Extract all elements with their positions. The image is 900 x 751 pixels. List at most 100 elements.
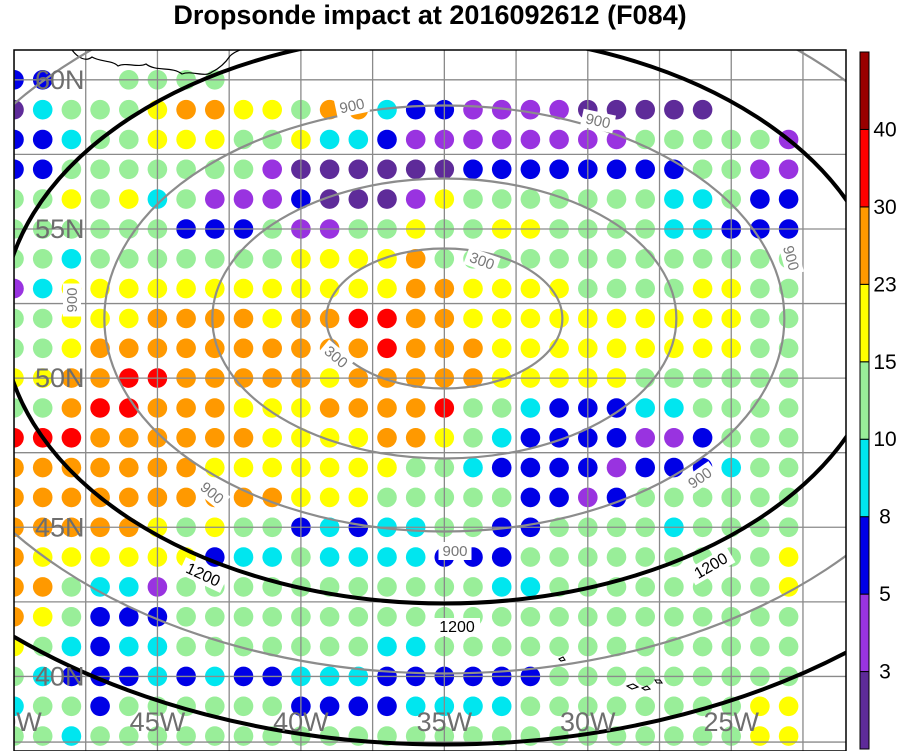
impact-dot	[635, 547, 655, 567]
impact-dot	[635, 457, 655, 478]
coastline-layer	[71, 50, 664, 691]
impact-dot	[520, 636, 541, 657]
impact-dot	[692, 99, 713, 120]
impact-dot	[635, 278, 655, 299]
impact-dot	[348, 159, 369, 180]
impact-dot	[32, 398, 53, 418]
impact-dot	[750, 248, 770, 269]
impact-dot	[463, 726, 483, 746]
colorbar-label: 8	[879, 506, 891, 529]
latitude-label: 45N	[35, 512, 85, 542]
svg-text:900: 900	[338, 96, 366, 118]
contour-label: 900	[333, 93, 371, 119]
impact-dot	[635, 248, 655, 269]
impact-dot	[750, 308, 770, 329]
impact-dot	[233, 726, 254, 746]
impact-dot	[319, 696, 340, 717]
impact-dot	[14, 547, 24, 567]
impact-dot	[778, 457, 799, 478]
impact-dot	[233, 248, 254, 269]
impact-dot	[14, 129, 24, 150]
impact-dot	[463, 398, 483, 418]
impact-dot	[606, 308, 627, 329]
impact-dot	[463, 636, 483, 657]
impact-dot	[319, 308, 340, 329]
impact-dot	[778, 577, 799, 597]
impact-dot	[750, 338, 770, 359]
impact-dot	[606, 428, 627, 448]
contour-label: 900	[193, 475, 231, 511]
svg-text:900: 900	[779, 244, 802, 273]
impact-dot	[520, 248, 541, 269]
colorbar-label: 5	[879, 583, 891, 606]
longitude-label: 30W	[560, 707, 616, 737]
contour-ring	[211, 177, 678, 460]
impact-dot	[606, 547, 627, 567]
contour-label: 900	[778, 239, 804, 277]
impact-dot	[606, 696, 627, 717]
impact-dot	[692, 487, 713, 508]
impact-dot	[32, 278, 53, 299]
impact-dot	[14, 726, 24, 746]
impact-dot	[319, 487, 340, 508]
impact-dot	[32, 129, 53, 150]
impact-dot	[348, 577, 369, 597]
impact-dot	[90, 99, 110, 120]
impact-dot	[750, 607, 770, 627]
contour-label: 900	[63, 283, 81, 317]
impact-dot	[377, 278, 397, 299]
impact-dot	[90, 457, 110, 478]
impact-dot	[205, 189, 225, 209]
impact-dot	[119, 248, 139, 269]
impact-dot	[176, 248, 196, 269]
svg-text:900: 900	[442, 543, 467, 560]
impact-dot	[606, 159, 627, 180]
impact-dot	[664, 428, 684, 448]
impact-dot	[405, 547, 426, 567]
impact-dot	[549, 607, 569, 627]
impact-dot	[61, 636, 82, 657]
impact-dot	[635, 577, 655, 597]
impact-dot	[14, 308, 24, 329]
impact-dot	[205, 248, 225, 269]
impact-dot	[14, 487, 24, 508]
impact-dot	[778, 726, 799, 746]
chart-title: Dropsonde impact at 2016092612 (F084)	[173, 0, 686, 30]
impact-dot	[520, 457, 541, 478]
impact-dot	[377, 99, 397, 120]
impact-dot	[463, 338, 483, 359]
impact-dot	[491, 338, 512, 359]
impact-dot	[405, 607, 426, 627]
impact-dot	[549, 696, 569, 717]
impact-dot	[176, 726, 196, 746]
impact-dot	[61, 487, 82, 508]
impact-dot	[348, 248, 369, 269]
impact-dot	[32, 487, 53, 508]
contour-label: 1200	[434, 618, 480, 636]
contour-ring	[14, 50, 846, 606]
impact-dot	[262, 129, 283, 150]
impact-dot	[205, 398, 225, 418]
impact-dot	[778, 189, 799, 209]
impact-dot	[90, 547, 110, 567]
impact-dot	[750, 189, 770, 209]
longitude-label: 35W	[417, 707, 473, 737]
impact-dot	[549, 99, 569, 120]
colorbar-label: 23	[873, 273, 896, 296]
impact-dot	[119, 696, 139, 717]
impact-dot	[377, 577, 397, 597]
impact-dot	[606, 607, 627, 627]
impact-dot	[405, 726, 426, 746]
impact-dot	[319, 636, 340, 657]
impact-dot	[233, 338, 254, 359]
impact-dot	[262, 607, 283, 627]
impact-dot	[750, 726, 770, 746]
impact-dot	[377, 696, 397, 717]
impact-dot	[463, 428, 483, 448]
impact-dot	[348, 607, 369, 627]
impact-dot	[233, 636, 254, 657]
impact-dot	[520, 159, 541, 180]
impact-dot	[778, 696, 799, 717]
impact-dot	[176, 577, 196, 597]
